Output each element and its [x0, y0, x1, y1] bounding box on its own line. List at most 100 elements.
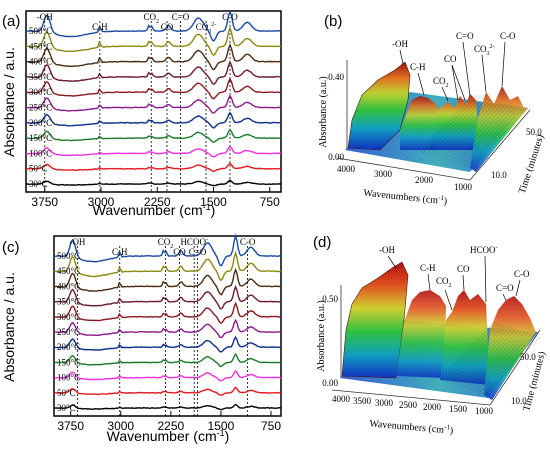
panel-a-xlabel: Wavenumber (cm-1) — [93, 202, 216, 218]
panel-b-y-axis — [469, 109, 531, 181]
panel-b-xtick-3: 1000 — [454, 182, 473, 192]
band-annotation: C=O — [189, 247, 207, 257]
x-tick-label: 3750 — [31, 195, 58, 209]
panel-a-letter: (a) — [2, 13, 20, 30]
panel-b-ytick-1: 50.0 — [526, 127, 542, 137]
series-line — [26, 60, 282, 86]
series-label: 250°C — [29, 103, 52, 113]
panel-c-ylabel: Absorbance / a.u. — [1, 272, 17, 382]
panel-d-y-axis — [489, 329, 541, 406]
series-line — [25, 111, 282, 129]
panel-d-annot-ch-arrow — [427, 273, 431, 291]
series-label: 250°C — [57, 327, 80, 337]
panel-d-xtick-2: 3000 — [375, 398, 394, 408]
series-label: 300°C — [29, 87, 52, 97]
surface-ridge — [429, 96, 485, 156]
x-tick-label: 1500 — [200, 195, 227, 209]
series-label: 300°C — [57, 312, 80, 322]
panel-d-annot-oh-arrow — [387, 255, 397, 269]
x-tick-label: 2250 — [157, 419, 184, 433]
surface-ridge — [454, 326, 511, 386]
series-line — [25, 9, 282, 42]
panel-b-annot-ch-arrow — [417, 72, 425, 96]
panel-b-xtick-0: 4000 — [337, 164, 356, 174]
surface-ridge — [454, 104, 510, 164]
surface-ridge — [457, 327, 514, 387]
series-label: 350°C — [29, 72, 52, 82]
panel-d-xtick-3: 2500 — [399, 400, 418, 410]
x-tick-label: 3000 — [88, 195, 115, 209]
panel-d-zlabel: Absorbance (a.u.) — [316, 300, 327, 371]
series-label: 150°C — [57, 357, 80, 367]
panel-b-annot-co-arrow-1 — [451, 64, 459, 101]
panel-d-ztick-1: 0.50 — [322, 294, 338, 304]
surface-ridge — [475, 333, 532, 393]
panel-b-annot-ch: C-H — [410, 62, 426, 72]
series-label: 200°C — [29, 118, 52, 128]
surface-ridge — [466, 330, 523, 390]
series-label: 50°C — [57, 388, 76, 398]
series-line — [25, 77, 281, 100]
surface-ridge — [460, 328, 517, 388]
panel-b-zlabel: Absorbance (a.u.) — [318, 76, 329, 147]
series-label: 100°C — [57, 373, 80, 383]
panel-d: (d) 0.00 0.50 4000 3500 3000 2500 2000 1… — [313, 234, 548, 437]
band-annotation: CO — [173, 247, 186, 257]
surface-ridge — [447, 102, 504, 162]
series-line — [53, 369, 282, 382]
surface-ridge — [463, 329, 520, 389]
band-annotation: C=O — [172, 12, 190, 22]
band-annotation: -OH — [37, 12, 53, 22]
series-line — [25, 162, 281, 173]
panel-d-xtick-5: 1500 — [449, 404, 468, 414]
x-tick-label: 1500 — [208, 419, 235, 433]
panel-c-frame — [53, 235, 282, 417]
panel-c-letter: (c) — [2, 239, 20, 256]
series-line — [26, 179, 282, 187]
panel-b-xtick-2: 2000 — [415, 175, 434, 185]
band-annotation: CO2 — [143, 12, 159, 25]
panel-b-annot-oh: -OH — [392, 39, 408, 49]
band-annotation: HCOO- — [180, 237, 208, 247]
panel-d-annot-c-o: C-O — [514, 269, 530, 279]
surface-ridge — [478, 334, 535, 394]
x-tick-label: 3750 — [57, 419, 84, 433]
surface-ridge — [472, 332, 529, 392]
series-label: 500°C — [29, 26, 52, 36]
surface-ridge — [435, 98, 491, 158]
panel-b-annot-co3: CO32- — [474, 44, 495, 57]
series-line — [26, 94, 281, 114]
surface-ridge — [432, 97, 488, 157]
band-annotation: C-O — [240, 237, 256, 247]
series-label: 500°C — [57, 251, 80, 261]
series-line — [53, 318, 282, 339]
panel-b-annot-co: CO — [444, 54, 457, 64]
surface-ridge — [441, 100, 498, 160]
panel-b-ylabel: Time (minutes) — [517, 133, 546, 195]
panel-a-frame — [25, 10, 282, 193]
band-annotation: C-H — [92, 22, 108, 32]
panel-b-annot-co-arrow-2 — [451, 64, 466, 101]
series-line — [25, 43, 282, 71]
panel-b-oh-peak — [347, 61, 411, 151]
panel-b-annot-ceqo-arrow — [462, 41, 471, 97]
panel-d-x-axis — [331, 389, 491, 406]
panel-d-letter: (d) — [313, 234, 331, 251]
series-label: 450°C — [57, 266, 80, 276]
surface-ridge — [419, 93, 476, 153]
panel-b-annot-ceqo: C=O — [456, 31, 474, 41]
series-label: 50°C — [29, 164, 48, 174]
series-label: 450°C — [29, 41, 52, 51]
series-line — [25, 145, 282, 158]
surface-ridge — [439, 321, 496, 381]
series-label: 200°C — [57, 342, 80, 352]
panel-b-xlabel: Wavenumbers (cm-1) — [363, 186, 448, 208]
panel-b-x-axis — [336, 157, 471, 181]
panel-c-xlabel: Wavenumber (cm-1) — [107, 428, 230, 444]
series-line — [54, 250, 282, 282]
surface-ridge — [448, 324, 505, 384]
surface-ridge — [445, 323, 502, 383]
panel-c: 30°C 50°C 100°C 150°C 200°C 250°C 300°C 350°C 40… — [1, 233, 282, 444]
band-annotation: CO32- — [196, 22, 217, 35]
panel-d-xtick-0: 4000 — [332, 394, 351, 404]
